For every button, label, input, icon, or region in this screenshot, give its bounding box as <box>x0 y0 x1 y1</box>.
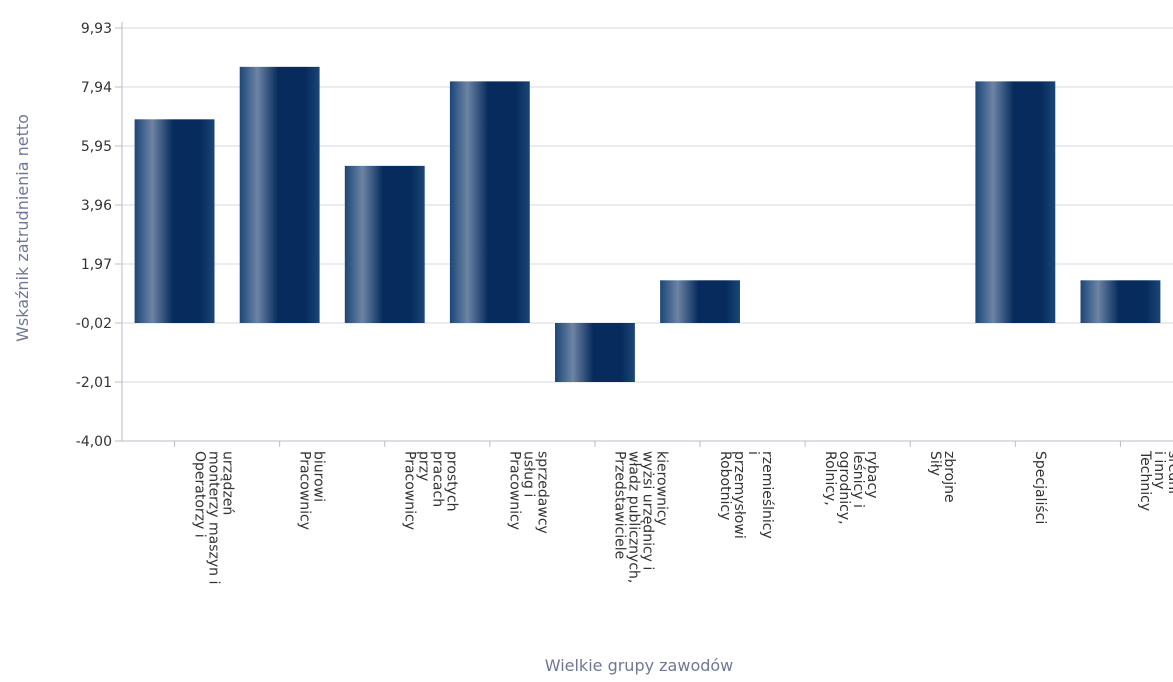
x-category-label-line: monterzy maszyn i <box>205 451 221 584</box>
x-category-label-line: i <box>745 451 761 455</box>
y-axis-title: Wskaźnik zatrudnienia netto <box>13 114 32 342</box>
bar[interactable] <box>660 280 740 323</box>
bar[interactable] <box>134 119 215 323</box>
bar[interactable] <box>555 323 635 382</box>
bars <box>134 66 1161 382</box>
x-category-label-line: i inny <box>1151 451 1167 489</box>
x-category-label-line: Pracownicy <box>402 451 418 530</box>
axes <box>121 22 1173 447</box>
x-category-label-line: zbrojne <box>941 451 957 503</box>
bar[interactable] <box>975 81 1056 323</box>
x-category-label-line: prostych <box>444 451 460 512</box>
bar[interactable] <box>449 81 530 323</box>
y-tick-label: -4,00 <box>76 434 112 450</box>
x-category-label-line: rybacy <box>864 451 880 499</box>
x-category-label-line: władz publicznych, <box>626 451 642 583</box>
x-category-label-line: wyżsi urzędnicy i <box>640 451 656 570</box>
y-tick-label: 7,94 <box>81 80 112 96</box>
x-category-label-line: Siły <box>927 451 943 476</box>
x-category-label-line: przemysłowi <box>731 451 747 539</box>
y-tick-label: 3,96 <box>81 198 112 214</box>
y-tick-label: -0,02 <box>76 316 112 332</box>
x-category-label-line: Pracownicy <box>507 451 523 530</box>
x-category-label-line: Robotnicy <box>717 451 733 520</box>
y-tick-label: 1,97 <box>81 257 112 273</box>
x-category-label-line: Operatorzy i <box>191 451 207 538</box>
x-category-label-line: przy <box>416 451 432 481</box>
x-category-label-line: pracach <box>430 451 446 507</box>
x-category-label-line: Przedstawiciele <box>612 451 628 559</box>
bar[interactable] <box>1080 280 1161 323</box>
y-tick-label: 9,93 <box>81 21 112 37</box>
bar[interactable] <box>344 165 425 323</box>
y-tick-label: 5,95 <box>81 139 112 155</box>
y-tick-labels: 9,93 7,94 5,95 3,96 1,97 -0,02 -2,01 -4,00 <box>76 21 112 450</box>
x-category-label-line: sprzedawcy <box>535 451 551 534</box>
x-category-label: Specjaliści <box>1032 451 1048 524</box>
x-category-label-line: usług i <box>521 451 537 497</box>
x-category-label-line: biurowi <box>310 451 326 502</box>
x-category-label-line: rzemieślnicy <box>759 451 775 539</box>
x-axis-title: Wielkie grupy zawodów <box>545 656 734 675</box>
x-category-label-line: Technicy <box>1137 450 1153 511</box>
x-category-label-line: urządzeń <box>219 451 235 515</box>
x-category-label-line: średni <box>1165 451 1173 494</box>
bar[interactable] <box>239 66 320 323</box>
x-category-label-line: ogrodnicy, <box>836 451 852 525</box>
y-tick-label: -2,01 <box>76 375 112 391</box>
x-category-label-line: Specjaliści <box>1032 451 1048 524</box>
x-category-label-line: Rolnicy, <box>822 451 838 506</box>
x-category-label-line: kierownicy <box>654 451 670 526</box>
x-category-label-line: Pracownicy <box>296 451 312 530</box>
x-category-label-line: leśnicy i <box>850 451 866 508</box>
